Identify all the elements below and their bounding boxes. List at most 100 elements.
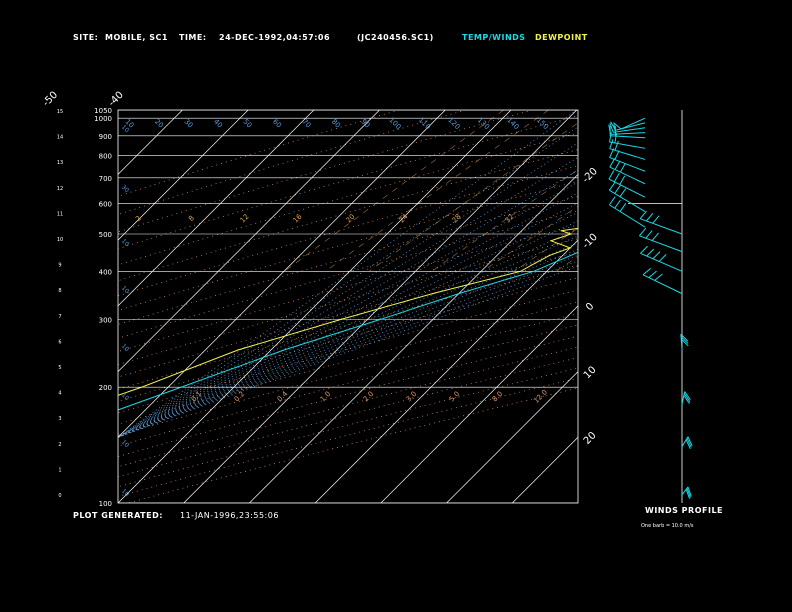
dewpoint-point — [141, 386, 143, 388]
mixing-ratio-upper-label: 12 — [239, 213, 251, 225]
dewpoint-point — [560, 230, 562, 232]
dry-adiabat — [118, 238, 578, 365]
wind-barb-feather — [614, 140, 619, 151]
wind-barb-feather — [614, 199, 621, 209]
mixing-ratio-line — [431, 169, 578, 272]
wind-barb-feather — [687, 436, 693, 446]
pressure-tick-label: 100 — [99, 500, 112, 508]
isotherm-line — [380, 305, 578, 503]
height-tick-label: 1 — [58, 467, 61, 473]
moist-adiabat — [118, 265, 578, 438]
moist-adiabat — [118, 248, 578, 438]
dewpoint-point — [569, 247, 571, 249]
pressure-tick-label: 800 — [99, 152, 112, 160]
dewpoint-point — [756, 166, 757, 167]
mixing-ratio-line — [596, 110, 792, 271]
dry-adiabat — [118, 224, 578, 353]
mixing-ratio-upper-label: 20 — [345, 213, 357, 225]
wind-barb-feather — [645, 230, 653, 239]
winds-profile-label: WINDS PROFILE — [645, 506, 724, 515]
dewpoint-point — [1, 435, 2, 436]
file-id: (JC240456.SC1) — [357, 33, 434, 42]
moist-adiabat — [118, 254, 578, 438]
legend-temp-winds: TEMP/WINDS — [462, 33, 526, 42]
height-tick-label: 10 — [57, 237, 63, 243]
wind-barb-feather — [608, 196, 616, 206]
mixing-ratio-label: 5.0 — [448, 390, 462, 404]
moist-adiabat — [118, 156, 578, 438]
moist-adiabat-left-label: 10 — [120, 392, 130, 402]
isotherm-line — [249, 173, 578, 503]
moist-adiabat-left-label: 30 — [120, 184, 130, 194]
temp-point — [783, 166, 784, 167]
height-tick-label: 9 — [58, 263, 61, 269]
wind-barb-feather — [619, 163, 626, 173]
moist-adiabat — [118, 126, 578, 438]
dewpoint-point — [340, 318, 342, 320]
wind-barb-staff — [615, 122, 646, 131]
isotherm-line — [512, 436, 578, 503]
dewpoint-point — [680, 190, 681, 191]
wind-barb-staff — [639, 218, 683, 235]
wind-barb-staff — [609, 204, 646, 228]
wind-barb-feather — [619, 203, 627, 212]
mixing-ratio-upper-label: 24 — [398, 212, 410, 224]
isotherm-line — [314, 239, 578, 503]
mixing-ratio-label: 0.4 — [276, 389, 290, 403]
wind-barb-feather — [609, 132, 612, 143]
wind-barb-feather — [686, 438, 692, 448]
wind-barb-feather — [608, 181, 616, 191]
moist-adiabat — [118, 260, 578, 438]
dry-adiabat — [118, 324, 578, 447]
wind-barb-feather — [651, 232, 659, 241]
wind-barb-feather — [658, 253, 667, 262]
temp-point — [765, 177, 766, 178]
wind-barb-feather — [614, 185, 621, 194]
dewpoint-point — [519, 270, 522, 272]
pressure-tick-label: 1000 — [94, 115, 112, 123]
wind-barb-feather — [614, 133, 618, 144]
moist-adiabat-label: 90 — [359, 118, 371, 130]
dewpoint-point — [549, 254, 551, 256]
mixing-ratio-upper-label: 8 — [187, 214, 196, 223]
wind-barb-feather — [613, 172, 620, 183]
wind-barb-feather — [609, 158, 616, 168]
wind-barb-feather — [652, 215, 660, 224]
mixing-ratio-line — [482, 205, 578, 272]
mixing-ratio-label: 3.0 — [405, 390, 419, 404]
mixing-ratio-upper-label: 32 — [504, 213, 516, 225]
isotherm-line — [644, 110, 792, 503]
moist-adiabat-left-label: 10 — [120, 343, 130, 353]
right-temp-tick-label: -10 — [581, 232, 600, 251]
mixing-ratio-label: 0.2 — [233, 390, 247, 404]
dry-adiabat — [118, 377, 578, 497]
mixing-ratio-line — [632, 110, 792, 271]
wind-barb-feather — [684, 391, 691, 401]
wind-barb-feather — [680, 336, 689, 344]
moist-adiabat — [118, 235, 578, 438]
wind-barb-staff — [640, 252, 683, 272]
wind-barb-feather — [646, 213, 654, 222]
right-temp-tick-label: 20 — [582, 430, 599, 447]
mixing-ratio-label: 0.1 — [190, 390, 204, 404]
moist-adiabat-left-label: 10 — [120, 124, 130, 134]
pressure-tick-label: 900 — [99, 133, 112, 141]
wind-barb-feather — [639, 210, 647, 220]
temp-point — [665, 217, 666, 218]
wind-barb-feather — [609, 122, 614, 133]
dry-adiabat — [118, 301, 578, 425]
height-tick-label: 12 — [57, 186, 63, 192]
wind-barb-staff — [609, 157, 646, 172]
wind-barb-feather — [654, 273, 663, 281]
temp-point — [47, 435, 48, 436]
plot-frame — [117, 109, 579, 504]
dry-adiabat — [118, 289, 578, 414]
isotherm-line — [118, 110, 249, 241]
wind-barb-staff — [609, 141, 646, 149]
mixing-ratio-label: 12.0 — [532, 388, 549, 405]
mixing-ratio-upper-label: 16 — [292, 212, 304, 224]
time-value: 24-DEC-1992,04:57:06 — [219, 33, 331, 42]
moist-adiabat — [118, 110, 577, 438]
pressure-tick-label: 300 — [99, 316, 112, 324]
temp-point — [733, 190, 734, 191]
